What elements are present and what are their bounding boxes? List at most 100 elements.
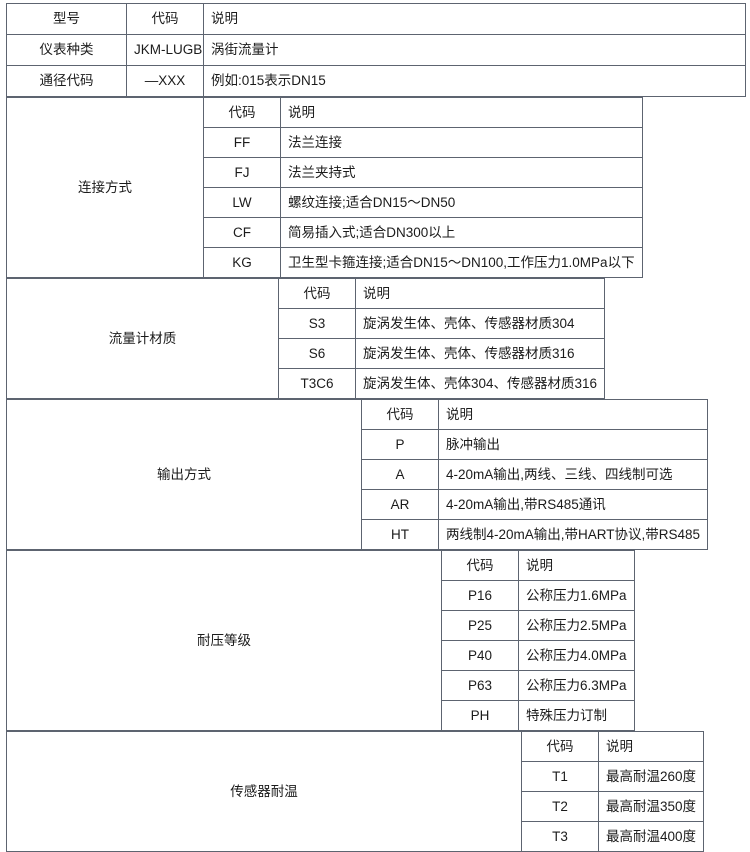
subheader-code: 代码 [441,550,519,581]
row-description: 最高耐温260度 [597,761,705,792]
row-code: P63 [441,670,519,701]
row-model-description: 涡街流量计 [203,34,746,66]
row-description: 旋涡发生体、壳体、传感器材质304 [354,308,606,339]
table-row: FJ 法兰夹持式 [7,157,643,188]
row-code: S6 [278,338,356,369]
table-row: T3 最高耐温400度 [7,821,705,852]
section-label-output-type: 输出方式 [6,399,362,550]
row-code: S3 [278,308,356,339]
subheader-code: 代码 [278,278,356,309]
row-description: 最高耐温350度 [597,791,705,822]
section-label-pressure-rating: 耐压等级 [6,550,442,731]
section-material-body: 流量计材质 代码 说明 S3 旋涡发生体、壳体、传感器材质304 S6 旋涡发生… [6,278,606,399]
section-meter-material: 流量计材质 代码 说明 S3 旋涡发生体、壳体、传感器材质304 S6 旋涡发生… [6,278,746,399]
row-code: FJ [203,157,281,188]
table-row: KG 卫生型卡箍连接;适合DN15～DN100,工作压力1.0MPa以下 [7,247,643,278]
subheader-description: 说明 [354,278,606,309]
row-code: PH [441,700,519,731]
row-code: HT [361,519,439,550]
row-description: 简易插入式;适合DN300以上 [280,217,643,248]
row-description: 最高耐温400度 [597,821,705,852]
row-size-label: 通径代码 [6,65,127,97]
table-row: A 4-20mA输出,两线、三线、四线制可选 [7,459,709,490]
section-subheader-row: 连接方式 代码 说明 [6,97,643,278]
row-code: P [361,429,439,460]
header-cell-model: 型号 [6,3,127,35]
section-pressure-rating: 耐压等级 代码 说明 P16 公称压力1.6MPa P25 公称压力2.5MPa… [6,550,746,731]
row-model-label: 仪表种类 [6,34,127,66]
section-temperature-body: 传感器耐温 代码 说明 T1 最高耐温260度 T2 最高耐温350度 T3 最… [6,731,705,852]
section-connection-type: 连接方式 代码 说明 FF 法兰连接 FJ 法兰夹持式 LW 螺纹连接;适合DN… [6,97,746,278]
row-code: P25 [441,610,519,641]
section-label-meter-material: 流量计材质 [6,278,279,399]
row-description: 4-20mA输出,带RS485通讯 [437,489,709,520]
row-description: 两线制4-20mA输出,带HART协议,带RS485 [437,519,709,550]
section-subheader-row: 耐压等级 代码 说明 [6,550,635,731]
row-description: 旋涡发生体、壳体、传感器材质316 [354,338,606,369]
row-code: T2 [521,791,599,822]
row-code: T3 [521,821,599,852]
row-size-code: —XXX [126,65,204,97]
table-row: P25 公称压力2.5MPa [7,610,635,641]
header-cell-description: 说明 [203,3,746,35]
row-code: CF [203,217,281,248]
table-row: LW 螺纹连接;适合DN15～DN50 [7,187,643,218]
table-row: PH 特殊压力订制 [7,700,635,731]
model-header-body: 型号 代码 说明 仪表种类 JKM-LUGB 涡街流量计 通径代码 —XXX 例… [6,3,746,97]
table-row: FF 法兰连接 [7,127,643,158]
row-code: A [361,459,439,490]
subheader-description: 说明 [518,550,635,581]
subheader-code: 代码 [361,399,439,430]
table-row: CF 简易插入式;适合DN300以上 [7,217,643,248]
row-code: T3C6 [278,368,356,399]
table-row: P63 公称压力6.3MPa [7,670,635,701]
row-description: 法兰连接 [280,127,643,158]
row-description: 旋涡发生体、壳体304、传感器材质316 [354,368,606,399]
model-header-table: 型号 代码 说明 仪表种类 JKM-LUGB 涡街流量计 通径代码 —XXX 例… [6,3,746,97]
table-row: S6 旋涡发生体、壳体、传感器材质316 [7,338,606,369]
table-row: AR 4-20mA输出,带RS485通讯 [7,489,709,520]
row-code: T1 [521,761,599,792]
section-subheader-row: 输出方式 代码 说明 [6,399,709,550]
row-description: 特殊压力订制 [518,700,635,731]
row-code: FF [203,127,281,158]
subheader-code: 代码 [203,97,281,128]
row-description: 卫生型卡箍连接;适合DN15～DN100,工作压力1.0MPa以下 [280,247,643,278]
table-row: S3 旋涡发生体、壳体、传感器材质304 [7,308,606,339]
subheader-description: 说明 [597,731,705,762]
header-cell-code: 代码 [126,3,204,35]
table-row: T1 最高耐温260度 [7,761,705,792]
row-description: 公称压力2.5MPa [518,610,635,641]
table-row: P16 公称压力1.6MPa [7,580,635,611]
section-output-body: 输出方式 代码 说明 P 脉冲输出 A 4-20mA输出,两线、三线、四线制可选… [6,399,709,550]
subheader-description: 说明 [280,97,643,128]
row-code: KG [203,247,281,278]
row-code: P40 [441,640,519,671]
section-label-sensor-temperature: 传感器耐温 [6,731,522,852]
row-model-code: JKM-LUGB [126,34,204,66]
section-connection-body: 连接方式 代码 说明 FF 法兰连接 FJ 法兰夹持式 LW 螺纹连接;适合DN… [6,97,643,278]
row-description: 法兰夹持式 [280,157,643,188]
table-row: HT 两线制4-20mA输出,带HART协议,带RS485 [7,519,709,550]
row-code: P16 [441,580,519,611]
section-subheader-row: 流量计材质 代码 说明 [6,278,606,399]
row-code: LW [203,187,281,218]
table-header-row: 型号 代码 说明 [6,3,746,35]
table-row: P 脉冲输出 [7,429,709,460]
table-row: T2 最高耐温350度 [7,791,705,822]
row-description: 4-20mA输出,两线、三线、四线制可选 [437,459,709,490]
table-row: T3C6 旋涡发生体、壳体304、传感器材质316 [7,368,606,399]
table-row: 通径代码 —XXX 例如:015表示DN15 [6,65,746,97]
section-output-type: 输出方式 代码 说明 P 脉冲输出 A 4-20mA输出,两线、三线、四线制可选… [6,399,746,550]
table-row: 仪表种类 JKM-LUGB 涡街流量计 [6,34,746,66]
subheader-description: 说明 [437,399,709,430]
section-label-connection-type: 连接方式 [6,97,204,278]
row-description: 公称压力4.0MPa [518,640,635,671]
section-sensor-temperature: 传感器耐温 代码 说明 T1 最高耐温260度 T2 最高耐温350度 T3 最… [6,731,746,852]
row-description: 公称压力1.6MPa [518,580,635,611]
section-subheader-row: 传感器耐温 代码 说明 [6,731,705,852]
subheader-code: 代码 [521,731,599,762]
row-code: AR [361,489,439,520]
section-pressure-body: 耐压等级 代码 说明 P16 公称压力1.6MPa P25 公称压力2.5MPa… [6,550,635,731]
